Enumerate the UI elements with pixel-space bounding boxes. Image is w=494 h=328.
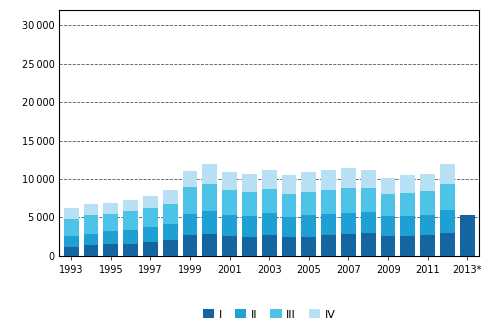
- Bar: [222, 215, 237, 236]
- Bar: [163, 224, 178, 240]
- Bar: [103, 231, 118, 244]
- Bar: [64, 219, 79, 236]
- Bar: [341, 213, 356, 234]
- Bar: [222, 191, 237, 215]
- Bar: [143, 208, 158, 227]
- Bar: [123, 230, 138, 243]
- Bar: [282, 237, 296, 256]
- Bar: [103, 244, 118, 256]
- Bar: [420, 215, 435, 235]
- Bar: [440, 211, 455, 233]
- Bar: [242, 216, 257, 236]
- Bar: [183, 171, 198, 187]
- Bar: [401, 216, 415, 236]
- Bar: [301, 172, 316, 192]
- Bar: [420, 174, 435, 191]
- Bar: [123, 243, 138, 256]
- Bar: [83, 234, 98, 245]
- Bar: [420, 191, 435, 215]
- Bar: [262, 189, 277, 213]
- Bar: [321, 191, 336, 214]
- Bar: [222, 236, 237, 256]
- Bar: [163, 204, 178, 224]
- Bar: [143, 242, 158, 256]
- Bar: [440, 164, 455, 184]
- Bar: [282, 217, 296, 237]
- Bar: [301, 192, 316, 215]
- Bar: [361, 212, 376, 233]
- Bar: [321, 170, 336, 191]
- Bar: [203, 164, 217, 184]
- Bar: [262, 213, 277, 235]
- Bar: [381, 216, 396, 236]
- Bar: [64, 208, 79, 219]
- Bar: [203, 211, 217, 234]
- Bar: [203, 234, 217, 256]
- Bar: [103, 203, 118, 214]
- Bar: [183, 235, 198, 256]
- Bar: [64, 247, 79, 256]
- Bar: [381, 236, 396, 256]
- Bar: [381, 194, 396, 216]
- Bar: [282, 175, 296, 194]
- Bar: [301, 236, 316, 256]
- Bar: [460, 215, 475, 256]
- Bar: [381, 178, 396, 194]
- Bar: [163, 240, 178, 256]
- Bar: [341, 188, 356, 213]
- Bar: [103, 214, 118, 231]
- Bar: [321, 214, 336, 235]
- Bar: [242, 174, 257, 192]
- Bar: [143, 227, 158, 242]
- Bar: [203, 184, 217, 211]
- Bar: [242, 192, 257, 216]
- Bar: [163, 190, 178, 204]
- Bar: [361, 170, 376, 188]
- Bar: [262, 235, 277, 256]
- Bar: [440, 233, 455, 256]
- Bar: [282, 194, 296, 217]
- Bar: [83, 245, 98, 256]
- Bar: [321, 235, 336, 256]
- Bar: [183, 214, 198, 235]
- Bar: [262, 170, 277, 189]
- Legend: I, II, III, IV: I, II, III, IV: [199, 305, 340, 324]
- Bar: [123, 200, 138, 211]
- Bar: [361, 188, 376, 212]
- Bar: [401, 175, 415, 193]
- Bar: [401, 193, 415, 216]
- Bar: [242, 236, 257, 256]
- Bar: [123, 211, 138, 230]
- Bar: [83, 215, 98, 234]
- Bar: [341, 234, 356, 256]
- Bar: [420, 235, 435, 256]
- Bar: [64, 236, 79, 247]
- Bar: [83, 204, 98, 215]
- Bar: [341, 168, 356, 188]
- Bar: [183, 187, 198, 214]
- Bar: [440, 184, 455, 211]
- Bar: [361, 233, 376, 256]
- Bar: [143, 196, 158, 208]
- Bar: [301, 215, 316, 236]
- Bar: [222, 172, 237, 191]
- Bar: [401, 236, 415, 256]
